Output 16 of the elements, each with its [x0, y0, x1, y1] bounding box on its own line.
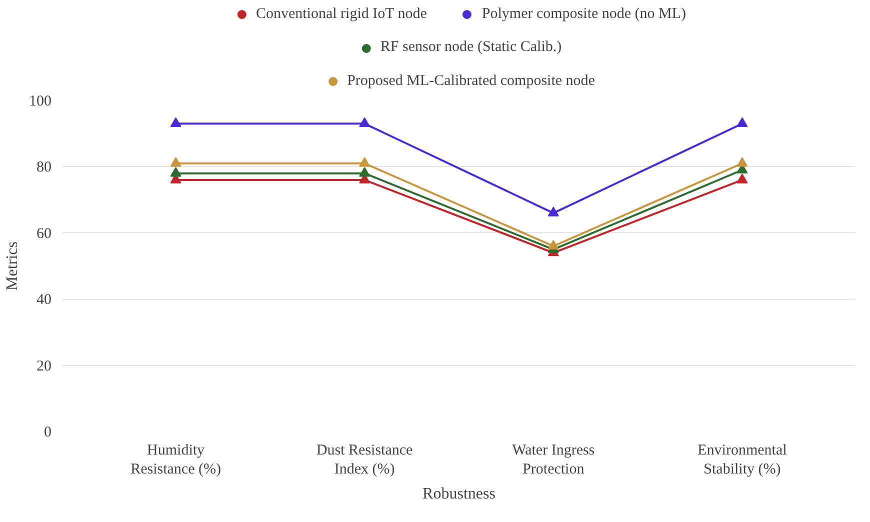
- x-tick-label: Dust Resistance Index (%): [316, 442, 414, 478]
- x-axis-title: Robustness: [422, 486, 496, 503]
- legend-label: RF sensor node (Static Calib.): [380, 39, 562, 56]
- x-tick-label: Environmental Stability (%): [698, 442, 787, 478]
- y-axis-title: Metrics: [4, 242, 21, 290]
- y-tick-label: 80: [36, 160, 52, 176]
- legend-label: Polymer composite node (no ML): [482, 6, 686, 22]
- y-tick-label: 0: [44, 424, 52, 440]
- y-tick-label: 40: [36, 292, 52, 308]
- y-tick-label: 20: [36, 358, 52, 374]
- legend-label: Conventional rigid IoT node: [256, 6, 427, 22]
- x-tick-label: Water Ingress Protection: [512, 442, 595, 478]
- legend-label: Proposed ML-Calibrated composite node: [347, 72, 595, 90]
- y-tick-label: 100: [29, 94, 52, 110]
- x-tick-label: Humidity Resistance (%): [130, 442, 221, 478]
- y-tick-label: 60: [36, 226, 52, 242]
